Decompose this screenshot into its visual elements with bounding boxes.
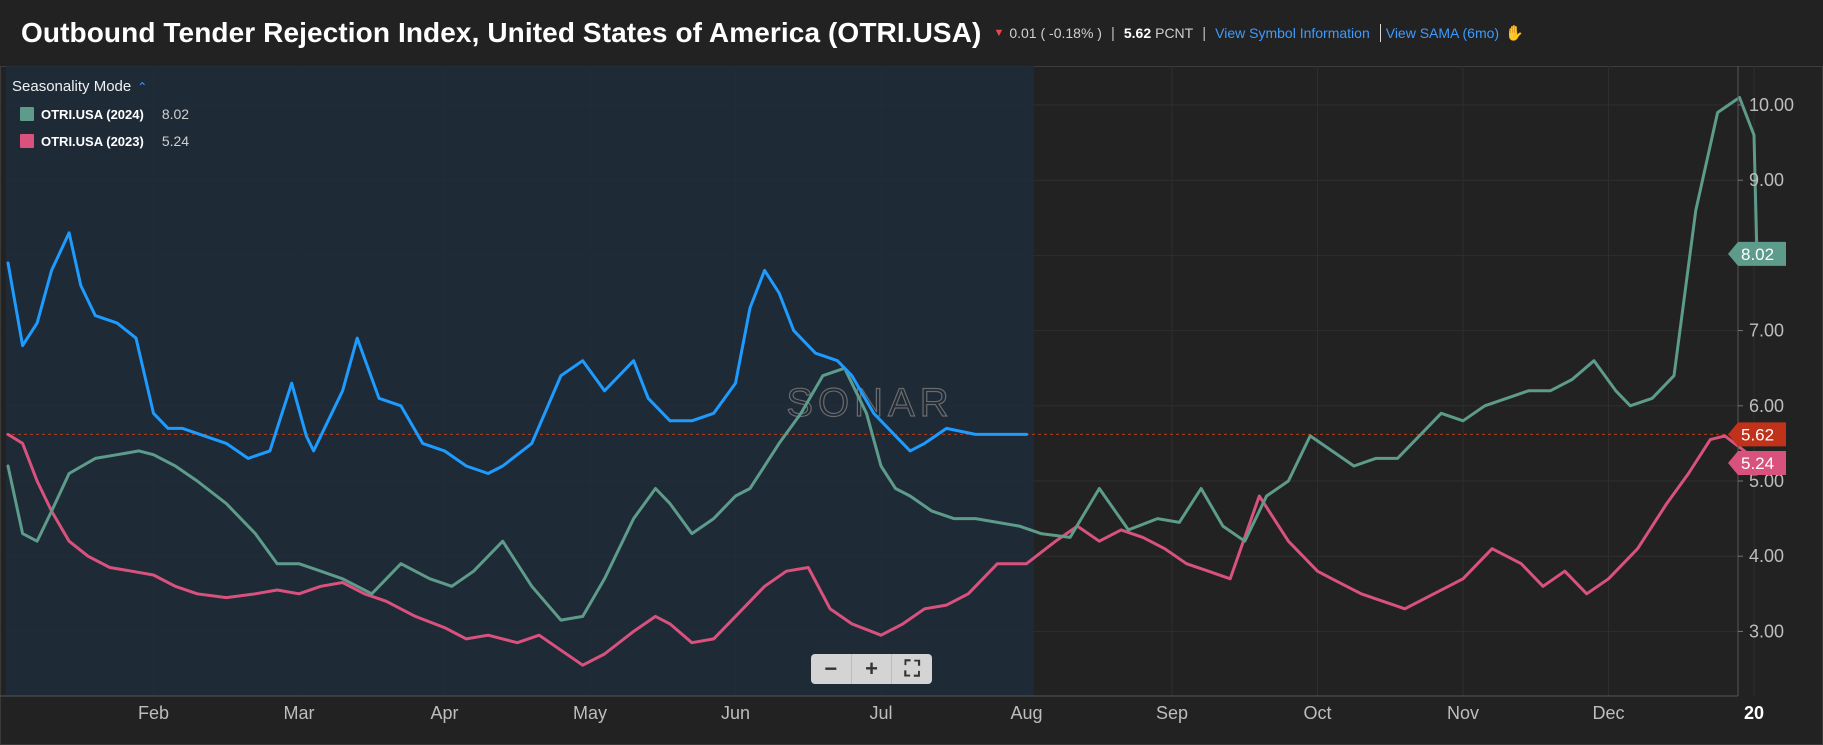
zoom-out-button[interactable]: −: [811, 654, 852, 684]
y-tick-label: 4.00: [1749, 546, 1784, 566]
seasonality-mode-toggle[interactable]: Seasonality Mode ⌃: [12, 78, 189, 95]
x-tick-label: Aug: [1010, 703, 1042, 723]
x-tick-label: Nov: [1447, 703, 1479, 723]
seasonality-mode-label: Seasonality Mode: [12, 78, 132, 95]
legend-name: OTRI.USA (2024): [41, 106, 144, 122]
change-indicator: ▼ 0.01 ( -0.18% ): [993, 25, 1102, 41]
legend-name: OTRI.USA (2023): [41, 133, 144, 149]
down-arrow-icon: ▼: [993, 27, 1005, 39]
x-tick-label: Apr: [430, 703, 458, 723]
series-line-2: [6, 432, 1759, 667]
view-symbol-info-link[interactable]: View Symbol Information: [1215, 25, 1370, 41]
legend-value: 8.02: [161, 106, 190, 122]
y-tick-label: 7.00: [1749, 321, 1784, 341]
change-text: 0.01 ( -0.18% ): [1009, 25, 1102, 41]
x-tick-label: Mar: [284, 703, 315, 723]
separator: |: [1110, 24, 1115, 42]
value-badge: [1728, 450, 1786, 475]
value-unit: PCNT: [1155, 25, 1194, 41]
y-tick-label: 3.00: [1749, 621, 1784, 641]
y-tick-label: 10.00: [1749, 95, 1794, 115]
chart-plot[interactable]: SONAR3.004.005.006.007.008.009.0010.00Fe…: [0, 66, 1823, 745]
series-line-1: [6, 96, 1759, 622]
value-badge: [1728, 422, 1786, 447]
legend: Seasonality Mode ⌃ OTRI.USA (2024) 8.02 …: [12, 78, 189, 149]
x-tick-label: Oct: [1303, 703, 1331, 723]
divider: [1379, 24, 1381, 42]
legend-item-2023[interactable]: OTRI.USA (2023) 5.24: [20, 133, 189, 149]
value-badge-label: 8.02: [1741, 245, 1774, 264]
y-tick-label: 9.00: [1749, 170, 1784, 190]
series-line-0: [6, 231, 1028, 475]
x-tick-label: Dec: [1592, 703, 1624, 723]
value-badge: [1728, 241, 1786, 266]
x-tick-label: Jun: [721, 703, 750, 723]
y-tick-label: 6.00: [1749, 396, 1784, 416]
legend-value: 5.24: [161, 133, 190, 149]
y-tick-label: 5.00: [1749, 471, 1784, 491]
reset-zoom-button[interactable]: ⛶: [904, 656, 920, 681]
sama-icon[interactable]: ✋: [1505, 25, 1524, 42]
watermark-text: SONAR: [786, 381, 953, 425]
x-tick-label: 20: [1744, 703, 1764, 723]
value-badge-label: 5.24: [1741, 454, 1774, 473]
x-tick-label: Sep: [1156, 703, 1188, 723]
x-tick-label: Feb: [138, 703, 169, 723]
x-tick-label: Jul: [869, 703, 892, 723]
current-value: 5.62: [1123, 25, 1152, 41]
value-badge-label: 5.62: [1741, 425, 1774, 444]
legend-item-2024[interactable]: OTRI.USA (2024) 8.02: [20, 106, 189, 122]
view-sama-link[interactable]: View SAMA (6mo): [1385, 25, 1500, 41]
shaded-current-period: [6, 66, 1034, 696]
legend-swatch: [20, 134, 34, 148]
chart-header: Outbound Tender Rejection Index, United …: [0, 0, 1823, 67]
chevron-up-icon: ⌃: [137, 79, 148, 94]
zoom-controls: − + ⛶: [811, 654, 932, 684]
legend-swatch: [20, 107, 34, 121]
zoom-in-button[interactable]: +: [852, 654, 893, 684]
separator: |: [1202, 24, 1207, 42]
x-tick-label: May: [573, 703, 607, 723]
chart-title: Outbound Tender Rejection Index, United …: [21, 17, 982, 48]
